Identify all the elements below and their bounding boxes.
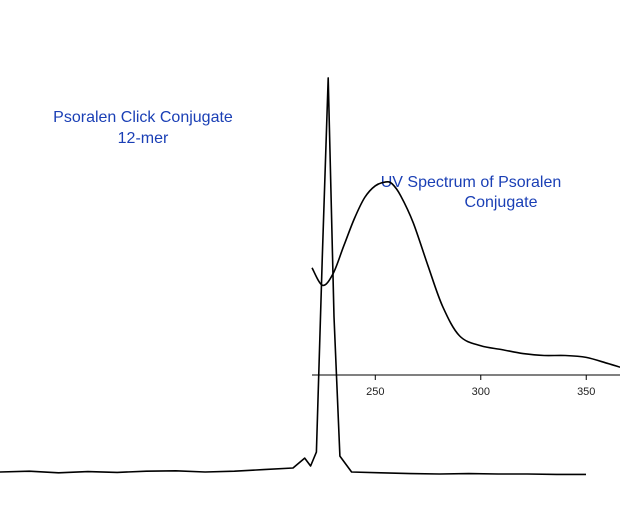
uv-spectrum-chart: UV Spectrum of Psoralen Conjugate 250 300… <box>311 174 620 398</box>
uv-spectrum-trace <box>311 180 620 368</box>
uv-title-line-2: Conjugate <box>465 194 538 211</box>
uv-title-line-1: UV Spectrum of Psoralen <box>381 174 562 191</box>
chromatogram-trace <box>0 77 586 476</box>
chromatogram-chart: Psoralen Click Conjugate 12-mer <box>0 77 586 476</box>
uv-x-tick-label: 350 <box>577 386 595 398</box>
uv-x-ticks: 250 300 350 <box>366 375 595 398</box>
chromatogram-title-line-1: Psoralen Click Conjugate <box>53 109 233 126</box>
uv-x-tick-label: 300 <box>472 386 490 398</box>
chromatogram-title-line-2: 12-mer <box>118 130 169 147</box>
uv-x-tick-label: 250 <box>366 386 384 398</box>
